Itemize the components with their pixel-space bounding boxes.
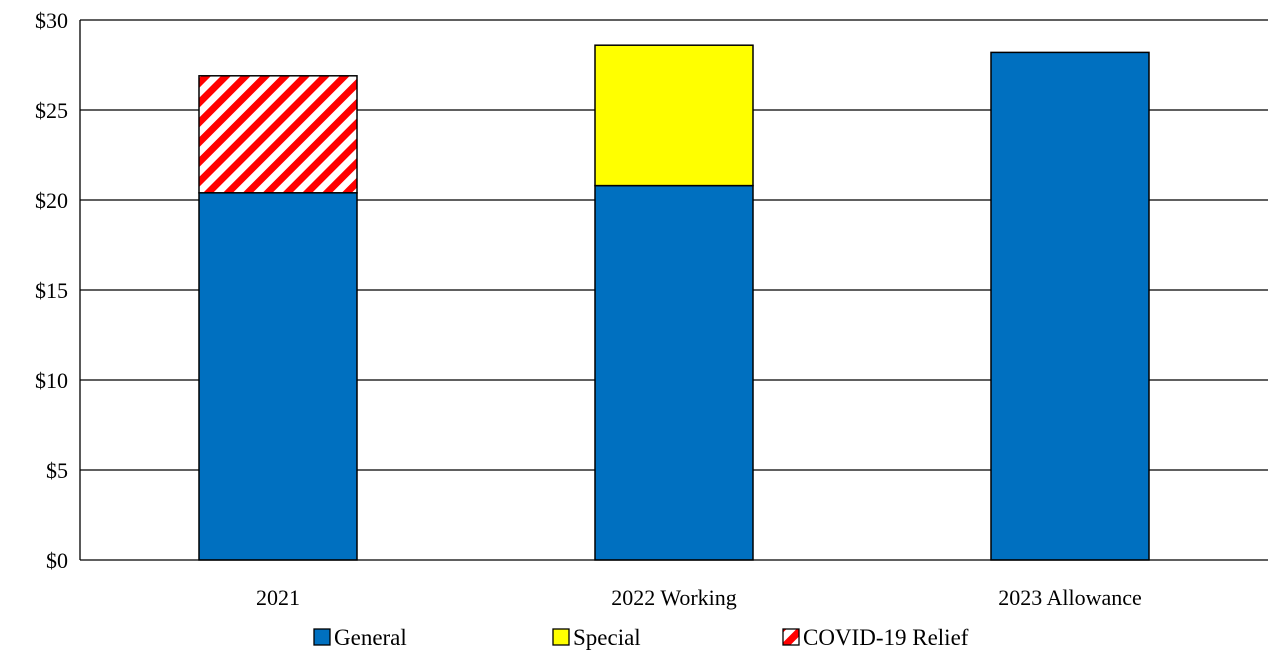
y-tick-label: $10 [35,368,68,393]
legend: General Special COVID-19 Relief [313,625,969,650]
x-category-label: 2023 Allowance [998,585,1142,610]
axes [79,20,1268,561]
x-category-label: 2021 [256,585,300,610]
y-tick-label: $15 [35,278,68,303]
bar-general [990,51,1150,561]
bar-special [594,44,754,187]
legend-swatch [782,628,800,646]
legend-swatch [313,628,331,646]
y-axis-tick-labels: $0 $5 $10 $15 $20 $25 $30 [35,8,68,573]
x-axis-category-labels: 2021 2022 Working 2023 Allowance [256,585,1142,610]
bar-covid-19-relief [198,75,358,194]
bars [198,44,1150,561]
y-tick-label: $30 [35,8,68,33]
y-tick-label: $0 [46,548,68,573]
legend-swatch [552,628,570,646]
legend-label: COVID-19 Relief [803,625,969,650]
legend-label: Special [573,625,641,650]
legend-label: General [334,625,407,650]
y-tick-label: $20 [35,188,68,213]
y-tick-label: $25 [35,98,68,123]
bar-general [594,184,754,561]
y-tick-label: $5 [46,458,68,483]
bar-general [198,192,358,561]
x-category-label: 2022 Working [611,585,737,610]
